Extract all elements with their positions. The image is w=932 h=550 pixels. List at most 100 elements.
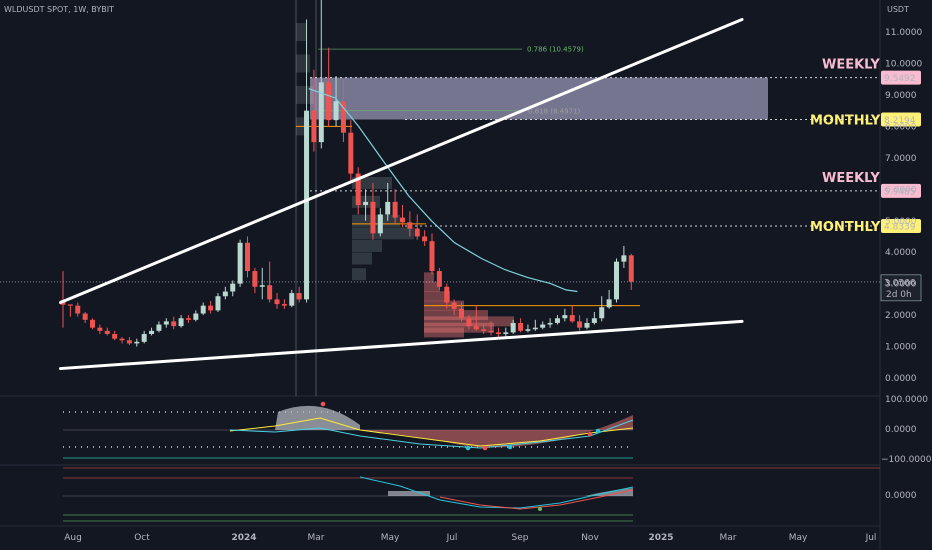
candle-body: [399, 217, 405, 223]
price-tick-label: 1.0000: [885, 343, 917, 353]
osc-line: [229, 417, 634, 447]
level-price-tag: [881, 183, 921, 198]
price-tick-label: 5.0000: [885, 217, 917, 227]
candle-body: [436, 271, 442, 287]
candle-body: [518, 322, 524, 331]
candle-body: [318, 82, 324, 143]
candle-body: [289, 293, 295, 306]
osc-dot: [507, 444, 513, 450]
time-tick-label: Jul: [865, 533, 877, 543]
time-tick-label: Oct: [134, 533, 150, 543]
time-tick-label: Sep: [512, 533, 529, 543]
currency-label[interactable]: USDT: [887, 5, 909, 14]
osc2-dot: [538, 507, 542, 511]
candle-body: [466, 318, 472, 327]
candle-body: [281, 304, 287, 306]
candle-body: [237, 242, 243, 284]
candle-body: [193, 313, 199, 320]
level-price-tag: [881, 70, 921, 85]
volume-profile-bar: [352, 268, 366, 281]
osc-signal-line: [229, 419, 634, 449]
candle-body: [311, 110, 317, 143]
volume-profile-bar: [296, 85, 314, 104]
candle-body: [97, 327, 103, 331]
candle-body: [252, 271, 258, 287]
osc1-axis-label: 0.0000: [885, 425, 917, 435]
candle-body: [481, 329, 487, 331]
candle-body: [562, 315, 568, 319]
candle-body: [444, 286, 450, 303]
price-tick-label: 10.0000: [885, 60, 922, 70]
candle-body: [134, 341, 140, 344]
price-tick-label: 2.0000: [885, 311, 917, 321]
price-tick-label: 0.0000: [885, 374, 917, 384]
candle-body: [488, 330, 494, 333]
time-tick-label: 2025: [648, 533, 673, 543]
price-tick-label: 6.0000: [885, 185, 917, 195]
candle-body: [104, 330, 110, 334]
time-tick-label: May: [789, 533, 808, 543]
candle-body: [82, 313, 88, 320]
countdown-label: 2d 0h: [886, 290, 912, 300]
candle-body: [208, 305, 214, 311]
current-price-label: 3.0566: [884, 278, 916, 288]
volume-profile-bar: [296, 23, 306, 42]
candle-body: [296, 293, 302, 300]
candle-body: [267, 285, 273, 300]
supply-zone: [310, 77, 768, 120]
candle-body: [333, 101, 339, 121]
level-label: WEEKLY: [822, 58, 880, 73]
candle-body: [340, 101, 346, 133]
candle-body: [222, 291, 228, 297]
candle-body: [185, 318, 191, 320]
symbol-title[interactable]: WLDUSDT SPOT, 1W, BYBIT: [4, 5, 114, 14]
candle-body: [370, 201, 376, 234]
level-price-label: 8.2194: [884, 116, 916, 126]
level-label: MONTHLY: [810, 220, 881, 235]
candle-body: [599, 307, 605, 319]
level-price-label: 9.5492: [884, 74, 916, 84]
moving-average-line: [308, 88, 578, 293]
level-price-label: 5.9485: [884, 187, 916, 197]
volume-profile-bar: [296, 54, 310, 73]
volume-profile-bar: [352, 252, 372, 265]
candle-body: [67, 304, 73, 306]
candle-body: [569, 315, 575, 322]
candle-body: [119, 338, 125, 341]
level-price-label: 4.8339: [884, 222, 916, 232]
candle-body: [163, 321, 169, 325]
candle-body: [547, 322, 553, 325]
time-tick-label: Mar: [308, 533, 325, 543]
osc-dot: [320, 401, 326, 407]
time-tick-label: 2024: [231, 533, 256, 543]
candle-body: [495, 332, 501, 334]
candle-body: [215, 296, 221, 311]
candle-body: [628, 255, 634, 282]
osc-dot: [595, 428, 601, 434]
candle-body: [621, 255, 627, 262]
osc-dot: [587, 431, 593, 437]
trendline: [58, 17, 744, 305]
volume-profile-bar: [424, 322, 494, 333]
osc-negative-area: [360, 415, 633, 448]
candle-body: [554, 318, 560, 323]
candle-body: [75, 305, 81, 314]
price-tick-label: 11.0000: [885, 28, 922, 38]
candle-body: [422, 236, 428, 242]
candle-body: [230, 283, 236, 292]
candle-body: [355, 173, 361, 206]
price-tick-label: 3.0000: [885, 280, 917, 290]
candle-body: [141, 333, 147, 342]
candle-body: [584, 322, 590, 328]
candle-body: [304, 110, 310, 300]
volume-profile-bar: [424, 327, 464, 338]
volume-profile-bar: [352, 227, 414, 240]
candle-body: [149, 330, 155, 334]
level-label: MONTHLY: [810, 113, 881, 128]
volume-profile-bar: [424, 272, 434, 283]
time-tick-label: May: [381, 533, 400, 543]
osc-dot: [482, 445, 488, 451]
volume-profile-bar: [352, 177, 392, 190]
candle-body: [429, 241, 435, 272]
